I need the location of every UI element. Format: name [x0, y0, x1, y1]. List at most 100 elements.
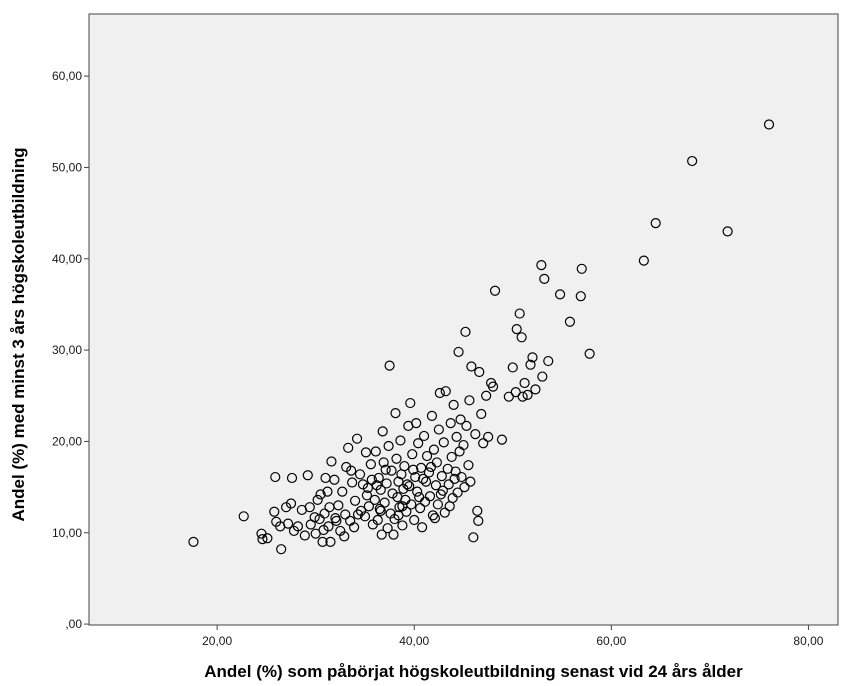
data-point [360, 447, 372, 458]
data-point [351, 433, 363, 444]
y-tick-label: 40,00 [52, 252, 82, 266]
data-point [371, 480, 382, 491]
data-point [377, 426, 388, 437]
data-point [393, 476, 404, 487]
data-point [376, 529, 387, 540]
data-point [420, 476, 432, 487]
data-point [302, 470, 313, 481]
x-axis-ticks: 20,00 40,00 60,00 80,00 [202, 625, 824, 648]
data-point [410, 471, 421, 483]
data-point [390, 408, 401, 419]
data-point [378, 457, 389, 468]
data-point [374, 503, 385, 515]
y-tick-label: 60,00 [52, 69, 82, 83]
data-point [402, 479, 413, 490]
data-point [407, 449, 418, 460]
data-point [322, 486, 333, 497]
plot-area [88, 13, 839, 626]
data-point [382, 523, 393, 534]
y-axis-ticks: ,00 10,00 20,00 30,00 40,00 50,00 60,00 [52, 69, 89, 631]
data-point [262, 533, 273, 544]
y-tick-label: 20,00 [52, 434, 82, 448]
data-point [188, 536, 199, 547]
data-point [496, 434, 508, 445]
data-point [430, 480, 442, 491]
data-point [416, 462, 427, 474]
data-point [514, 308, 525, 319]
data-point [451, 431, 462, 442]
data-point [474, 366, 485, 378]
data-point [337, 486, 348, 497]
data-point [352, 509, 364, 520]
data-point [444, 501, 455, 512]
data-point [443, 479, 454, 490]
data-point [384, 360, 395, 371]
data-point [478, 438, 489, 449]
data-point [429, 513, 441, 524]
y-tick-label: ,00 [65, 617, 82, 631]
data-point [687, 155, 698, 167]
data-point [417, 522, 428, 533]
data-point [361, 490, 373, 501]
data-point [405, 397, 416, 409]
data-point [411, 418, 422, 429]
data-point [428, 444, 440, 455]
data-point [527, 352, 538, 363]
data-point [319, 508, 330, 519]
data-point [370, 446, 381, 457]
data-point [276, 544, 287, 555]
data-point [473, 515, 484, 526]
data-point [638, 255, 649, 266]
data-point [343, 442, 354, 453]
data-point [362, 482, 374, 494]
data-point [383, 440, 394, 452]
data-point [522, 389, 533, 400]
data-point [423, 467, 435, 478]
data-point [415, 502, 426, 514]
x-tick-label: 20,00 [202, 634, 232, 648]
data-point [510, 387, 521, 398]
data-point [511, 323, 522, 335]
data-point [418, 430, 430, 442]
data-point [463, 460, 474, 471]
data-point [516, 332, 527, 343]
data-point [330, 513, 341, 524]
data-point [543, 355, 554, 367]
data-point [286, 472, 298, 484]
data-points [188, 119, 775, 555]
data-point [481, 390, 492, 401]
data-point [458, 439, 469, 451]
y-tick-label: 30,00 [52, 343, 82, 357]
data-point [299, 530, 310, 541]
data-point [507, 362, 518, 373]
data-point [373, 472, 384, 484]
data-point [427, 510, 439, 521]
y-tick-label: 10,00 [52, 526, 82, 540]
data-point [517, 391, 528, 402]
data-point [584, 348, 595, 359]
data-point [285, 498, 297, 509]
data-point [445, 418, 456, 429]
data-point [449, 473, 460, 484]
data-point [408, 464, 419, 475]
data-point [329, 474, 340, 485]
data-point [465, 476, 476, 487]
data-point [381, 478, 392, 489]
data-point [650, 218, 661, 229]
data-point [434, 387, 445, 399]
data-point [315, 489, 326, 500]
data-point [425, 461, 437, 473]
data-point [421, 450, 433, 462]
data-point [340, 509, 351, 520]
data-point [318, 524, 329, 536]
data-point [400, 494, 411, 505]
data-point [537, 371, 548, 382]
data-point [456, 471, 467, 483]
data-point [476, 408, 487, 420]
data-point [269, 506, 280, 517]
data-point [464, 395, 475, 406]
data-point [339, 531, 350, 542]
data-point [309, 512, 320, 523]
data-point [424, 491, 436, 502]
data-point [347, 477, 358, 488]
